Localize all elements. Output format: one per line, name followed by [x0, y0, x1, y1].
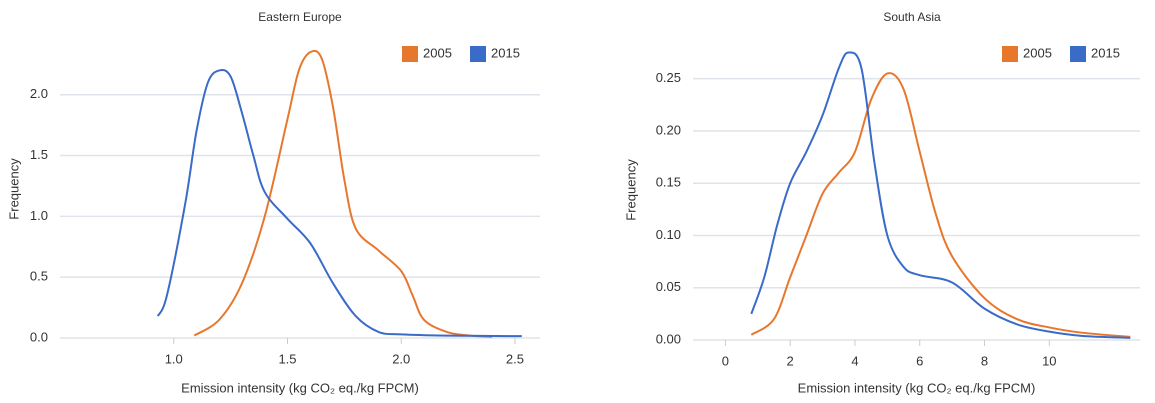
y-tick-label: 0.15 [656, 175, 681, 190]
y-tick-label: 0.10 [656, 227, 681, 242]
legend-label: 2005 [1023, 45, 1052, 60]
legend-label: 2005 [423, 45, 452, 60]
chart-title: Eastern Europe [258, 10, 342, 24]
x-tick-label: 6 [916, 353, 923, 368]
series-line [750, 51, 1131, 339]
y-tick-label: 2.0 [30, 86, 48, 101]
legend-swatch [402, 46, 418, 62]
x-tick-label: 0 [722, 353, 729, 368]
y-tick-label: 1.0 [30, 208, 48, 223]
legend-swatch [1002, 46, 1018, 62]
series-line [750, 72, 1131, 338]
x-tick-label: 8 [981, 353, 988, 368]
y-tick-label: 0.5 [30, 269, 48, 284]
chart: Eastern Europe 0.0 0.5 1.0 1.5 2.0 1.0 1.5 2.0 2.… [6, 10, 540, 395]
x-tick-label: 10 [1042, 353, 1056, 368]
series-line [193, 49, 493, 338]
y-axis-label: Frequency [623, 159, 638, 221]
x-axis-label: Emission intensity (kg CO₂ eq./kg FPCM) [181, 380, 419, 395]
y-tick-label: 0.00 [656, 331, 681, 346]
chart: South Asia 0.00 0.05 0.10 0.15 0.20 0.25 0 2 4 6 8 1… [623, 10, 1140, 395]
x-tick-label: 2.0 [392, 351, 410, 366]
x-tick-label: 1.5 [278, 351, 296, 366]
legend-swatch [470, 46, 486, 62]
y-axis-label: Frequency [6, 158, 21, 220]
series-line [156, 68, 522, 338]
x-tick-label: 2.5 [506, 351, 524, 366]
x-tick-label: 1.0 [165, 351, 183, 366]
y-tick-label: 0.25 [656, 70, 681, 85]
x-tick-label: 4 [851, 353, 858, 368]
y-tick-label: 1.5 [30, 147, 48, 162]
legend-swatch [1070, 46, 1086, 62]
y-tick-label: 0.0 [30, 329, 48, 344]
x-tick-label: 2 [787, 353, 794, 368]
y-tick-label: 0.20 [656, 122, 681, 137]
x-axis-label: Emission intensity (kg CO₂ eq./kg FPCM) [798, 380, 1036, 395]
legend-label: 2015 [491, 45, 520, 60]
legend-label: 2015 [1091, 45, 1120, 60]
y-tick-label: 0.05 [656, 279, 681, 294]
chart-title: South Asia [883, 10, 941, 24]
